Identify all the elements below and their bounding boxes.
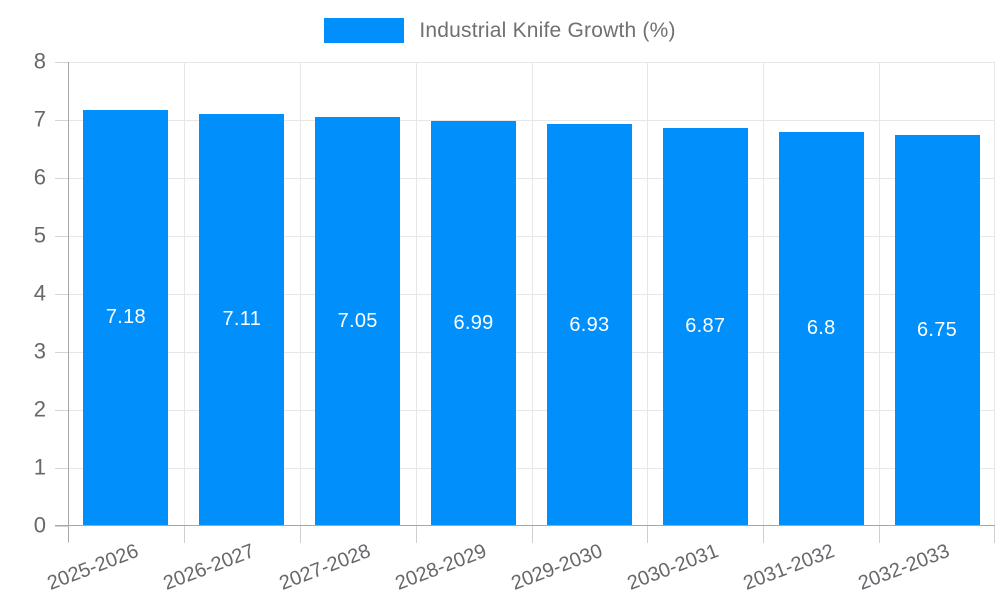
x-axis-tick: [647, 526, 649, 543]
y-axis-tick: [55, 119, 68, 121]
plot-area: 0 1 2 3 4 5 6 7 8 7.18 7.11 7.05 6.99 6.93 6.87 6.8 6.75…: [34, 50, 995, 595]
x-axis-tick: [415, 526, 417, 543]
x-axis-category-label: 2025-2026: [44, 540, 142, 595]
y-axis-tick-label: 6: [33, 164, 46, 190]
legend-label: Industrial Knife Growth (%): [419, 18, 676, 42]
bar-value-label: 7.11: [222, 308, 262, 331]
x-axis-category-label: 2029-2030: [508, 540, 606, 595]
x-axis-category-label: 2032-2033: [855, 540, 953, 595]
y-axis-tick-label: 3: [33, 338, 46, 364]
bar-value-label: 7.05: [337, 310, 378, 333]
bar[interactable]: 7.18: [83, 109, 169, 526]
y-axis-tick-label: 8: [33, 48, 46, 74]
x-axis-tick: [299, 526, 301, 543]
y-axis-tick: [55, 293, 68, 295]
x-axis-category-label: 2031-2032: [739, 540, 838, 595]
bar[interactable]: 6.8: [778, 131, 864, 526]
x-axis-category-label: 2030-2031: [624, 540, 722, 595]
y-axis-tick-label: 7: [33, 106, 46, 132]
x-axis-tick: [994, 526, 995, 543]
bar[interactable]: 7.05: [315, 117, 401, 526]
legend[interactable]: Industrial Knife Growth (%): [0, 18, 1000, 43]
legend-marker-swatch: [324, 18, 405, 43]
bar[interactable]: 6.93: [546, 124, 632, 526]
y-axis-tick: [55, 177, 68, 179]
y-axis-tick-label: 0: [33, 512, 46, 538]
x-axis-category-label: 2027-2028: [276, 540, 374, 595]
y-axis-line: [68, 62, 69, 542]
bar-value-label: 6.75: [916, 318, 958, 341]
x-gridline: [994, 62, 995, 526]
y-axis-tick: [55, 467, 68, 469]
x-gridline: [647, 62, 649, 526]
y-axis-tick: [55, 525, 68, 527]
x-axis-category-label: 2026-2027: [160, 540, 258, 595]
x-axis-line: [55, 525, 995, 526]
y-axis-tick-label: 4: [33, 280, 46, 306]
bar-value-label: 6.99: [453, 311, 494, 334]
y-axis-tick-label: 2: [33, 396, 46, 422]
bar[interactable]: 7.11: [199, 113, 285, 526]
bar-value-label: 6.93: [569, 313, 610, 336]
y-axis-tick: [55, 409, 68, 411]
y-axis-tick: [55, 235, 68, 237]
x-axis-tick: [531, 526, 533, 543]
bar[interactable]: 6.87: [662, 127, 748, 526]
bar[interactable]: 6.99: [431, 120, 517, 526]
x-gridline: [183, 62, 185, 526]
y-axis-tick: [55, 351, 68, 353]
x-axis-tick: [183, 526, 185, 543]
y-axis-tick: [55, 61, 68, 63]
y-axis-tick-label: 5: [33, 222, 46, 248]
bar[interactable]: 6.75: [894, 134, 980, 526]
x-axis-tick: [763, 526, 765, 543]
bar-value-label: 6.87: [685, 315, 726, 338]
bar-value-label: 6.8: [806, 317, 836, 340]
y-axis-tick-label: 1: [33, 454, 46, 480]
x-axis-tick: [879, 526, 881, 543]
x-gridline: [299, 62, 301, 526]
bar-value-label: 7.18: [105, 306, 146, 329]
x-gridline: [531, 62, 533, 526]
x-gridline: [763, 62, 765, 526]
x-axis-category-label: 2028-2029: [392, 540, 490, 595]
x-gridline: [879, 62, 881, 526]
x-gridline: [415, 62, 417, 526]
